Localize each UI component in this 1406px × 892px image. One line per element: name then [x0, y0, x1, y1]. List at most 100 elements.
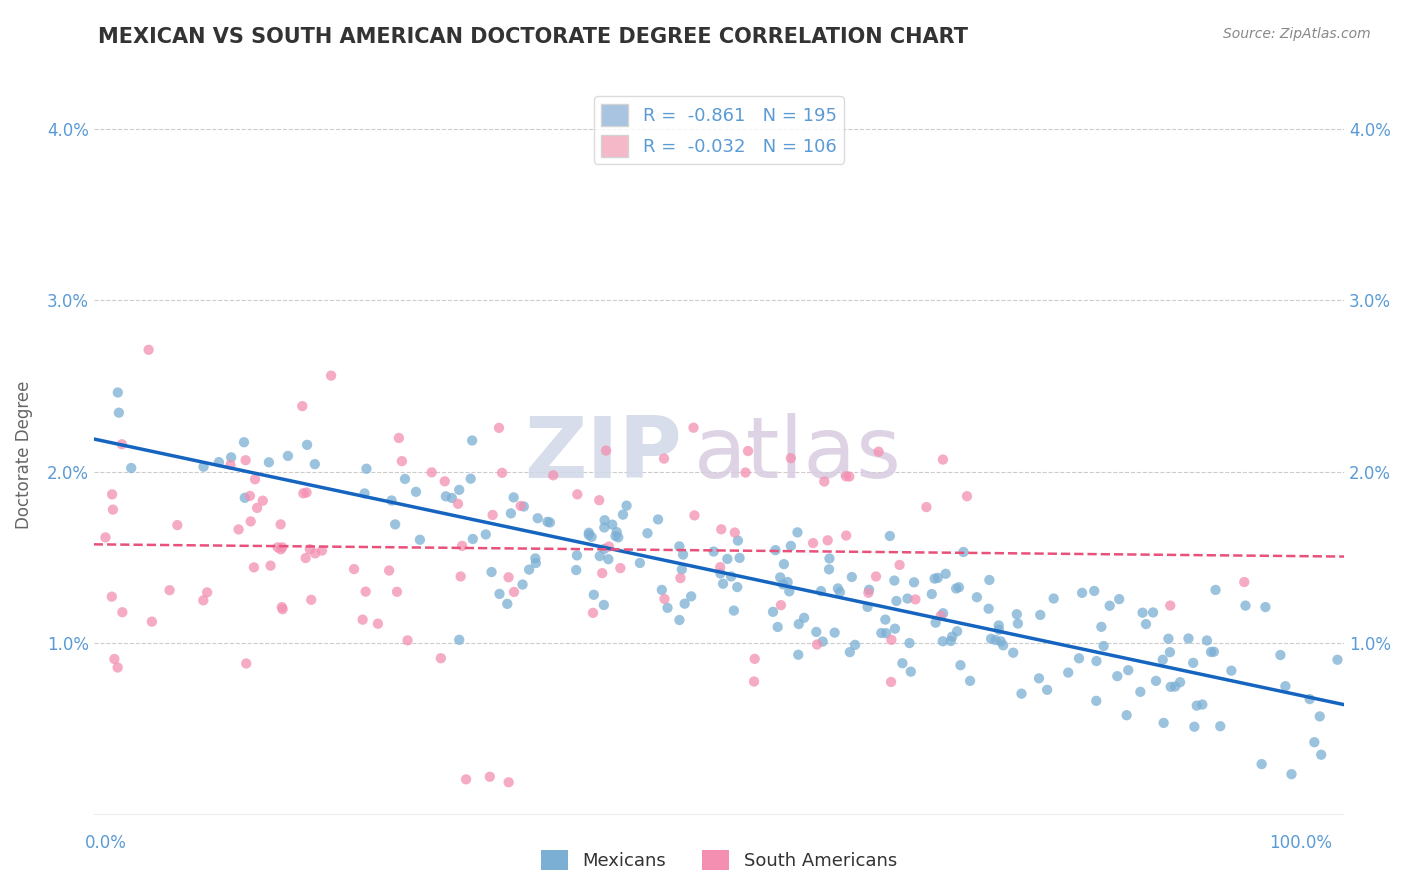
Point — [880, 632, 903, 647]
Point — [567, 487, 589, 501]
Point — [1191, 698, 1213, 712]
Point — [891, 657, 914, 671]
Point — [239, 489, 262, 503]
Point — [271, 602, 294, 616]
Point — [592, 598, 614, 612]
Point — [1270, 648, 1292, 662]
Point — [858, 586, 880, 600]
Point — [1182, 656, 1205, 670]
Point — [593, 541, 616, 556]
Point — [593, 513, 616, 527]
Point — [271, 541, 294, 555]
Point — [889, 558, 911, 572]
Point — [433, 475, 456, 489]
Point — [474, 527, 496, 541]
Point — [1185, 698, 1208, 713]
Point — [420, 466, 443, 480]
Point — [391, 454, 413, 468]
Point — [239, 515, 262, 529]
Point — [481, 508, 503, 522]
Point — [980, 632, 1002, 646]
Point — [478, 770, 501, 784]
Point — [949, 658, 972, 673]
Point — [727, 533, 749, 548]
Point — [806, 624, 828, 639]
Point — [233, 491, 256, 505]
Point — [987, 623, 1010, 637]
Point — [1029, 607, 1052, 622]
Point — [394, 472, 416, 486]
Point — [801, 536, 824, 550]
Point — [786, 525, 808, 540]
Point — [924, 615, 946, 630]
Point — [737, 444, 759, 458]
Point — [652, 451, 675, 466]
Point — [270, 542, 292, 557]
Point — [616, 499, 638, 513]
Point — [772, 577, 794, 591]
Point — [385, 584, 408, 599]
Point — [1274, 679, 1296, 693]
Point — [582, 606, 605, 620]
Point — [536, 515, 558, 529]
Point — [868, 444, 890, 458]
Point — [512, 577, 534, 591]
Point — [806, 638, 828, 652]
Point — [1129, 685, 1152, 699]
Point — [595, 443, 617, 458]
Point — [434, 489, 457, 503]
Point — [900, 665, 922, 679]
Point — [295, 438, 318, 452]
Point — [354, 584, 377, 599]
Point — [108, 406, 131, 420]
Point — [600, 517, 623, 532]
Text: 100.0%: 100.0% — [1270, 834, 1331, 852]
Point — [606, 524, 628, 539]
Point — [1107, 669, 1129, 683]
Point — [1042, 591, 1064, 606]
Point — [929, 608, 952, 623]
Point — [593, 520, 616, 534]
Point — [921, 587, 943, 601]
Point — [932, 606, 955, 620]
Point — [299, 592, 322, 607]
Point — [1182, 720, 1205, 734]
Point — [1195, 633, 1218, 648]
Point — [578, 525, 600, 540]
Point — [526, 511, 548, 525]
Point — [298, 542, 321, 557]
Point — [1157, 632, 1180, 646]
Point — [818, 562, 841, 576]
Point — [294, 551, 316, 566]
Point — [461, 434, 484, 448]
Point — [835, 469, 858, 483]
Point — [304, 546, 326, 560]
Point — [927, 571, 949, 585]
Point — [773, 557, 796, 571]
Point — [233, 435, 256, 450]
Point — [668, 540, 690, 554]
Point — [959, 673, 981, 688]
Point — [844, 638, 866, 652]
Point — [778, 584, 800, 599]
Point — [1205, 582, 1227, 597]
Point — [388, 431, 411, 445]
Point — [879, 529, 901, 543]
Point — [503, 585, 526, 599]
Point — [880, 675, 903, 690]
Point — [107, 385, 129, 400]
Point — [582, 588, 605, 602]
Point — [725, 580, 748, 594]
Point — [120, 461, 142, 475]
Point — [1085, 694, 1108, 708]
Point — [984, 633, 1007, 648]
Point — [1309, 709, 1331, 723]
Point — [270, 600, 292, 615]
Y-axis label: Doctorate Degree: Doctorate Degree — [15, 380, 32, 529]
Point — [956, 489, 979, 503]
Point — [449, 483, 471, 497]
Point — [932, 452, 955, 467]
Point — [513, 500, 536, 514]
Point — [565, 563, 588, 577]
Point — [668, 613, 690, 627]
